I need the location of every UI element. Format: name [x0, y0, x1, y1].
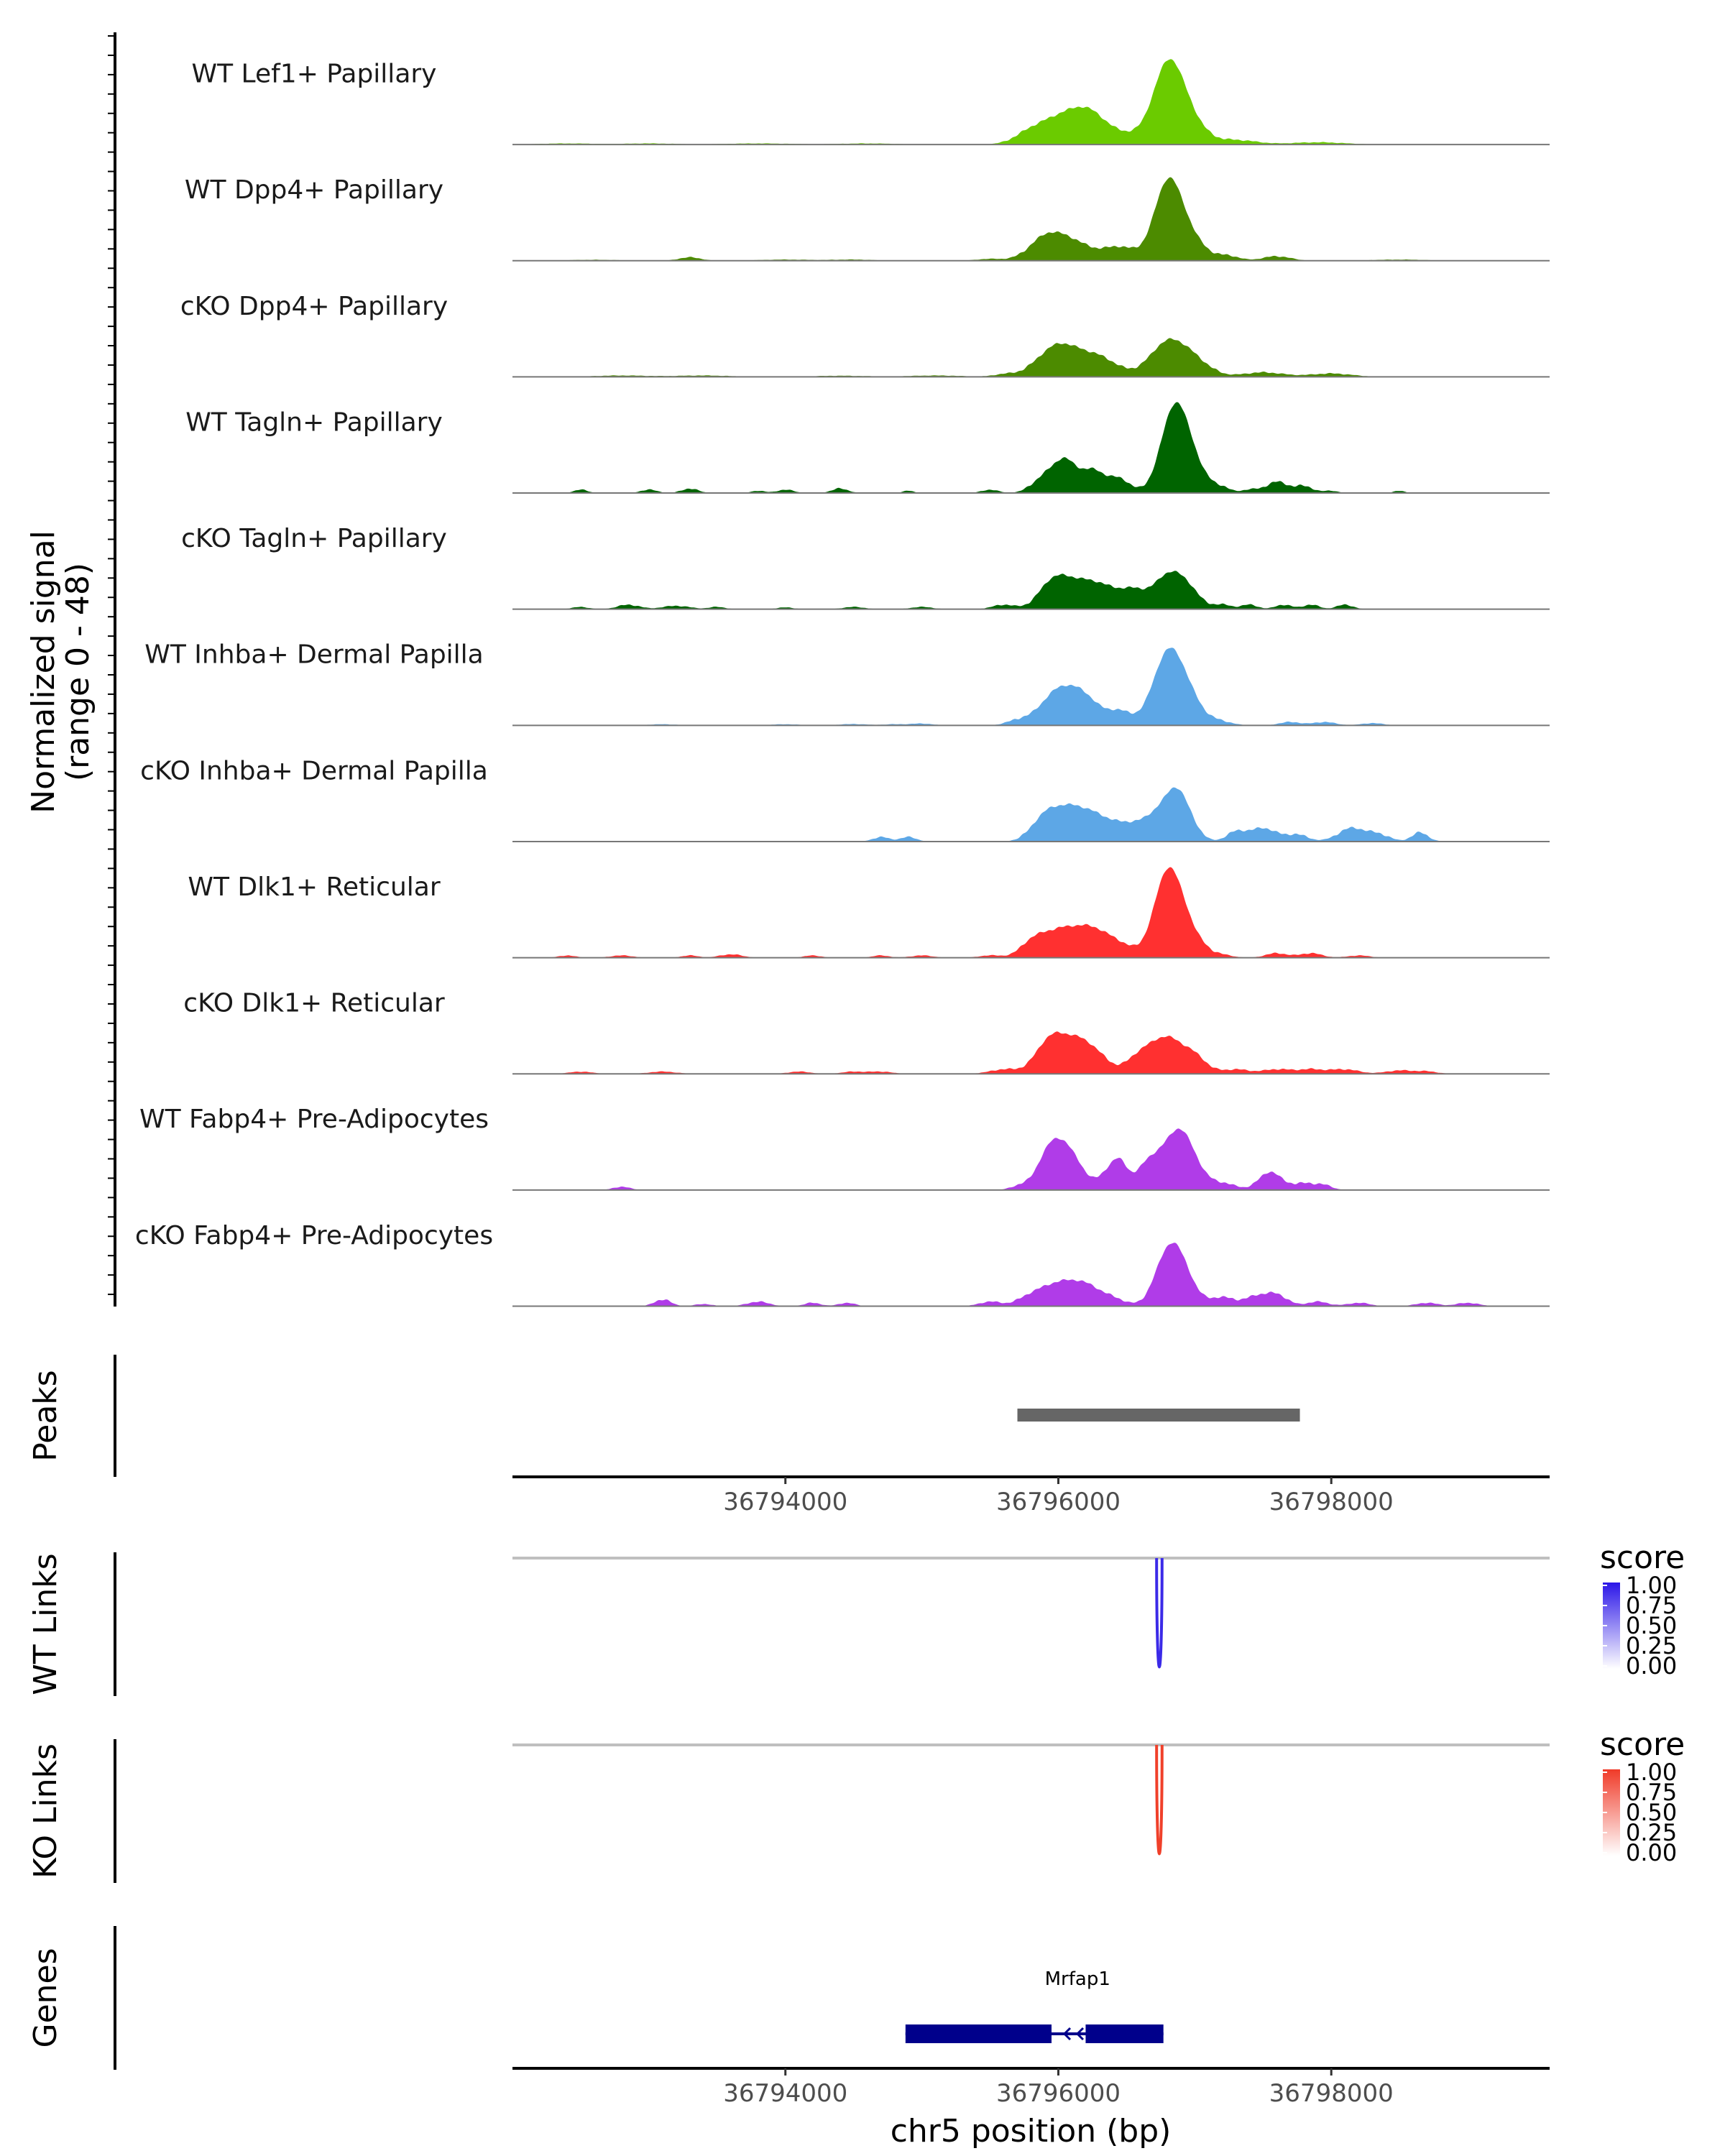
track-label-cko-tagln-papillary: cKO Tagln+ Papillary [181, 524, 447, 553]
track-label-wt-fabp4-pre-adipocytes: WT Fabp4+ Pre-Adipocytes [139, 1105, 489, 1134]
coverage-area-cko-dlk1-reticular [512, 1031, 1550, 1074]
ko-legend-title: score [1600, 1726, 1685, 1763]
coverage-track-wt-inhba-dermal-papilla: WT Inhba+ Dermal Papilla [144, 640, 1550, 727]
track-label-cko-fabp4-pre-adipocytes: cKO Fabp4+ Pre-Adipocytes [135, 1221, 493, 1250]
coverage-y-range-label: (range 0 - 48) [60, 563, 96, 781]
wt-legend-title: score [1600, 1539, 1685, 1576]
ko-legend-tick-label: 1.00 [1626, 1759, 1677, 1786]
wt-legend-tick-label: 1.00 [1626, 1572, 1677, 1599]
coverage-area-wt-dpp4-papillary [512, 177, 1550, 261]
coverage-area-wt-inhba-dermal-papilla [512, 648, 1550, 726]
ko-legend-tick-label: 0.25 [1626, 1819, 1677, 1846]
coverage-y-label: Normalized signal [25, 530, 62, 814]
coverage-track-cko-fabp4-pre-adipocytes: cKO Fabp4+ Pre-Adipocytes [135, 1221, 1550, 1307]
coverage-track-wt-dpp4-papillary: WT Dpp4+ Papillary [185, 175, 1550, 262]
track-label-cko-dlk1-reticular: cKO Dlk1+ Reticular [183, 989, 445, 1018]
ko-legend-tick-label: 0.00 [1626, 1839, 1677, 1866]
coverage-area-cko-tagln-papillary [512, 571, 1550, 609]
ko-link-arc [1155, 1744, 1164, 1856]
wt-legend-tick-label: 0.75 [1626, 1592, 1677, 1619]
position-axis-upper: 36794000 36796000 36798000 [512, 1475, 1550, 1516]
wt-links-label: WT Links [27, 1553, 64, 1695]
lower-x-tick-label: 36798000 [1269, 2079, 1394, 2108]
gene-exon [1085, 2024, 1164, 2043]
peaks-track: Peaks [27, 1355, 1300, 1477]
coverage-track-cko-tagln-papillary: cKO Tagln+ Papillary [181, 524, 1550, 610]
track-label-wt-lef1-papillary: WT Lef1+ Papillary [192, 60, 437, 89]
ko-links-label: KO Links [27, 1743, 64, 1879]
gene-strand-arrow [1062, 2027, 1072, 2041]
coverage-area-wt-dlk1-reticular [512, 867, 1550, 958]
track-label-cko-inhba-dermal-papilla: cKO Inhba+ Dermal Papilla [140, 756, 488, 786]
coverage-track-wt-tagln-papillary: WT Tagln+ Papillary [185, 402, 1550, 494]
coverage-track-cko-inhba-dermal-papilla: cKO Inhba+ Dermal Papilla [140, 756, 1550, 842]
wt-legend-tick-label: 0.50 [1626, 1612, 1677, 1639]
x-axis-title: chr5 position (bp) [891, 2113, 1172, 2150]
upper-x-tick-label: 36796000 [996, 1488, 1121, 1516]
ko-legend-tick-label: 0.75 [1626, 1779, 1677, 1806]
wt-legend-tick-label: 0.25 [1626, 1632, 1677, 1659]
coverage-track-wt-lef1-papillary: WT Lef1+ Papillary [192, 59, 1550, 146]
gene-name-label: Mrfap1 [1045, 1968, 1110, 1990]
track-label-wt-tagln-papillary: WT Tagln+ Papillary [185, 407, 443, 437]
genes-label: Genes [27, 1948, 64, 2047]
peak-range [1017, 1409, 1300, 1422]
position-axis-lower: 36794000 36796000 36798000 [512, 2067, 1550, 2108]
track-label-wt-dlk1-reticular: WT Dlk1+ Reticular [188, 872, 440, 902]
coverage-track-wt-fabp4-pre-adipocytes: WT Fabp4+ Pre-Adipocytes [139, 1105, 1550, 1191]
upper-x-tick-label: 36794000 [723, 1488, 847, 1516]
coverage-area-wt-lef1-papillary [512, 59, 1550, 145]
genes-track: Genes Mrfap1 [27, 1926, 1164, 2070]
track-label-cko-dpp4-papillary: cKO Dpp4+ Papillary [180, 292, 448, 321]
ko-legend-tick-label: 0.50 [1626, 1799, 1677, 1826]
wt-legend-tick-label: 0.00 [1626, 1652, 1677, 1680]
coverage-track-cko-dpp4-papillary: cKO Dpp4+ Papillary [180, 292, 1550, 378]
coverage-area-cko-fabp4-pre-adipocytes [512, 1243, 1550, 1307]
coverage-y-axis [108, 32, 116, 1307]
coverage-area-wt-fabp4-pre-adipocytes [512, 1128, 1550, 1190]
lower-x-tick-label: 36794000 [723, 2079, 847, 2108]
track-label-wt-dpp4-papillary: WT Dpp4+ Papillary [185, 175, 443, 205]
gene-exon [905, 2024, 1052, 2043]
coverage-area-cko-dpp4-papillary [512, 338, 1550, 377]
coverage-area-wt-tagln-papillary [512, 402, 1550, 493]
track-label-wt-inhba-dermal-papilla: WT Inhba+ Dermal Papilla [144, 640, 483, 670]
coverage-tracks: WT Lef1+ Papillary WT Dpp4+ Papillary cKO … [135, 59, 1550, 1307]
coverage-area-cko-inhba-dermal-papilla [512, 787, 1550, 842]
coverage-track-wt-dlk1-reticular: WT Dlk1+ Reticular [188, 867, 1550, 959]
coverage-track-cko-dlk1-reticular: cKO Dlk1+ Reticular [183, 989, 1550, 1075]
upper-x-tick-label: 36798000 [1269, 1488, 1394, 1516]
wt-link-arc [1155, 1557, 1164, 1669]
peaks-label: Peaks [27, 1370, 64, 1461]
gene-strand-arrow [1075, 2027, 1085, 2041]
lower-x-tick-label: 36796000 [996, 2079, 1121, 2108]
